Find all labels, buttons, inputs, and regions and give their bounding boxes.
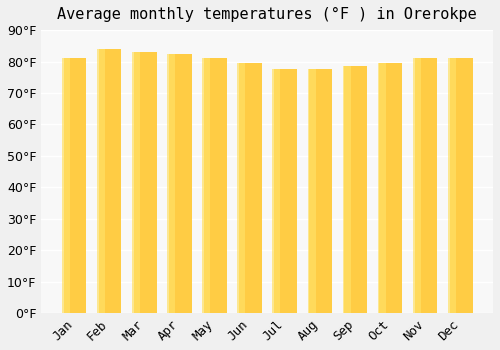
Bar xyxy=(97,49,105,313)
Bar xyxy=(202,58,210,313)
Bar xyxy=(239,63,262,313)
Bar xyxy=(169,54,192,313)
Bar xyxy=(62,58,70,313)
Bar xyxy=(342,66,350,313)
Bar xyxy=(344,66,367,313)
Bar xyxy=(64,58,86,313)
Bar xyxy=(98,49,122,313)
Bar xyxy=(167,54,175,313)
Bar xyxy=(308,69,316,313)
Title: Average monthly temperatures (°F ) in Orerokpe: Average monthly temperatures (°F ) in Or… xyxy=(58,7,477,22)
Bar xyxy=(134,52,156,313)
Bar xyxy=(274,69,297,313)
Bar xyxy=(380,63,402,313)
Bar xyxy=(450,58,472,313)
Bar xyxy=(414,58,438,313)
Bar xyxy=(413,58,421,313)
Bar xyxy=(204,58,227,313)
Bar xyxy=(448,58,456,313)
Bar xyxy=(378,63,386,313)
Bar xyxy=(310,69,332,313)
Bar xyxy=(132,52,140,313)
Bar xyxy=(238,63,246,313)
Bar xyxy=(272,69,280,313)
